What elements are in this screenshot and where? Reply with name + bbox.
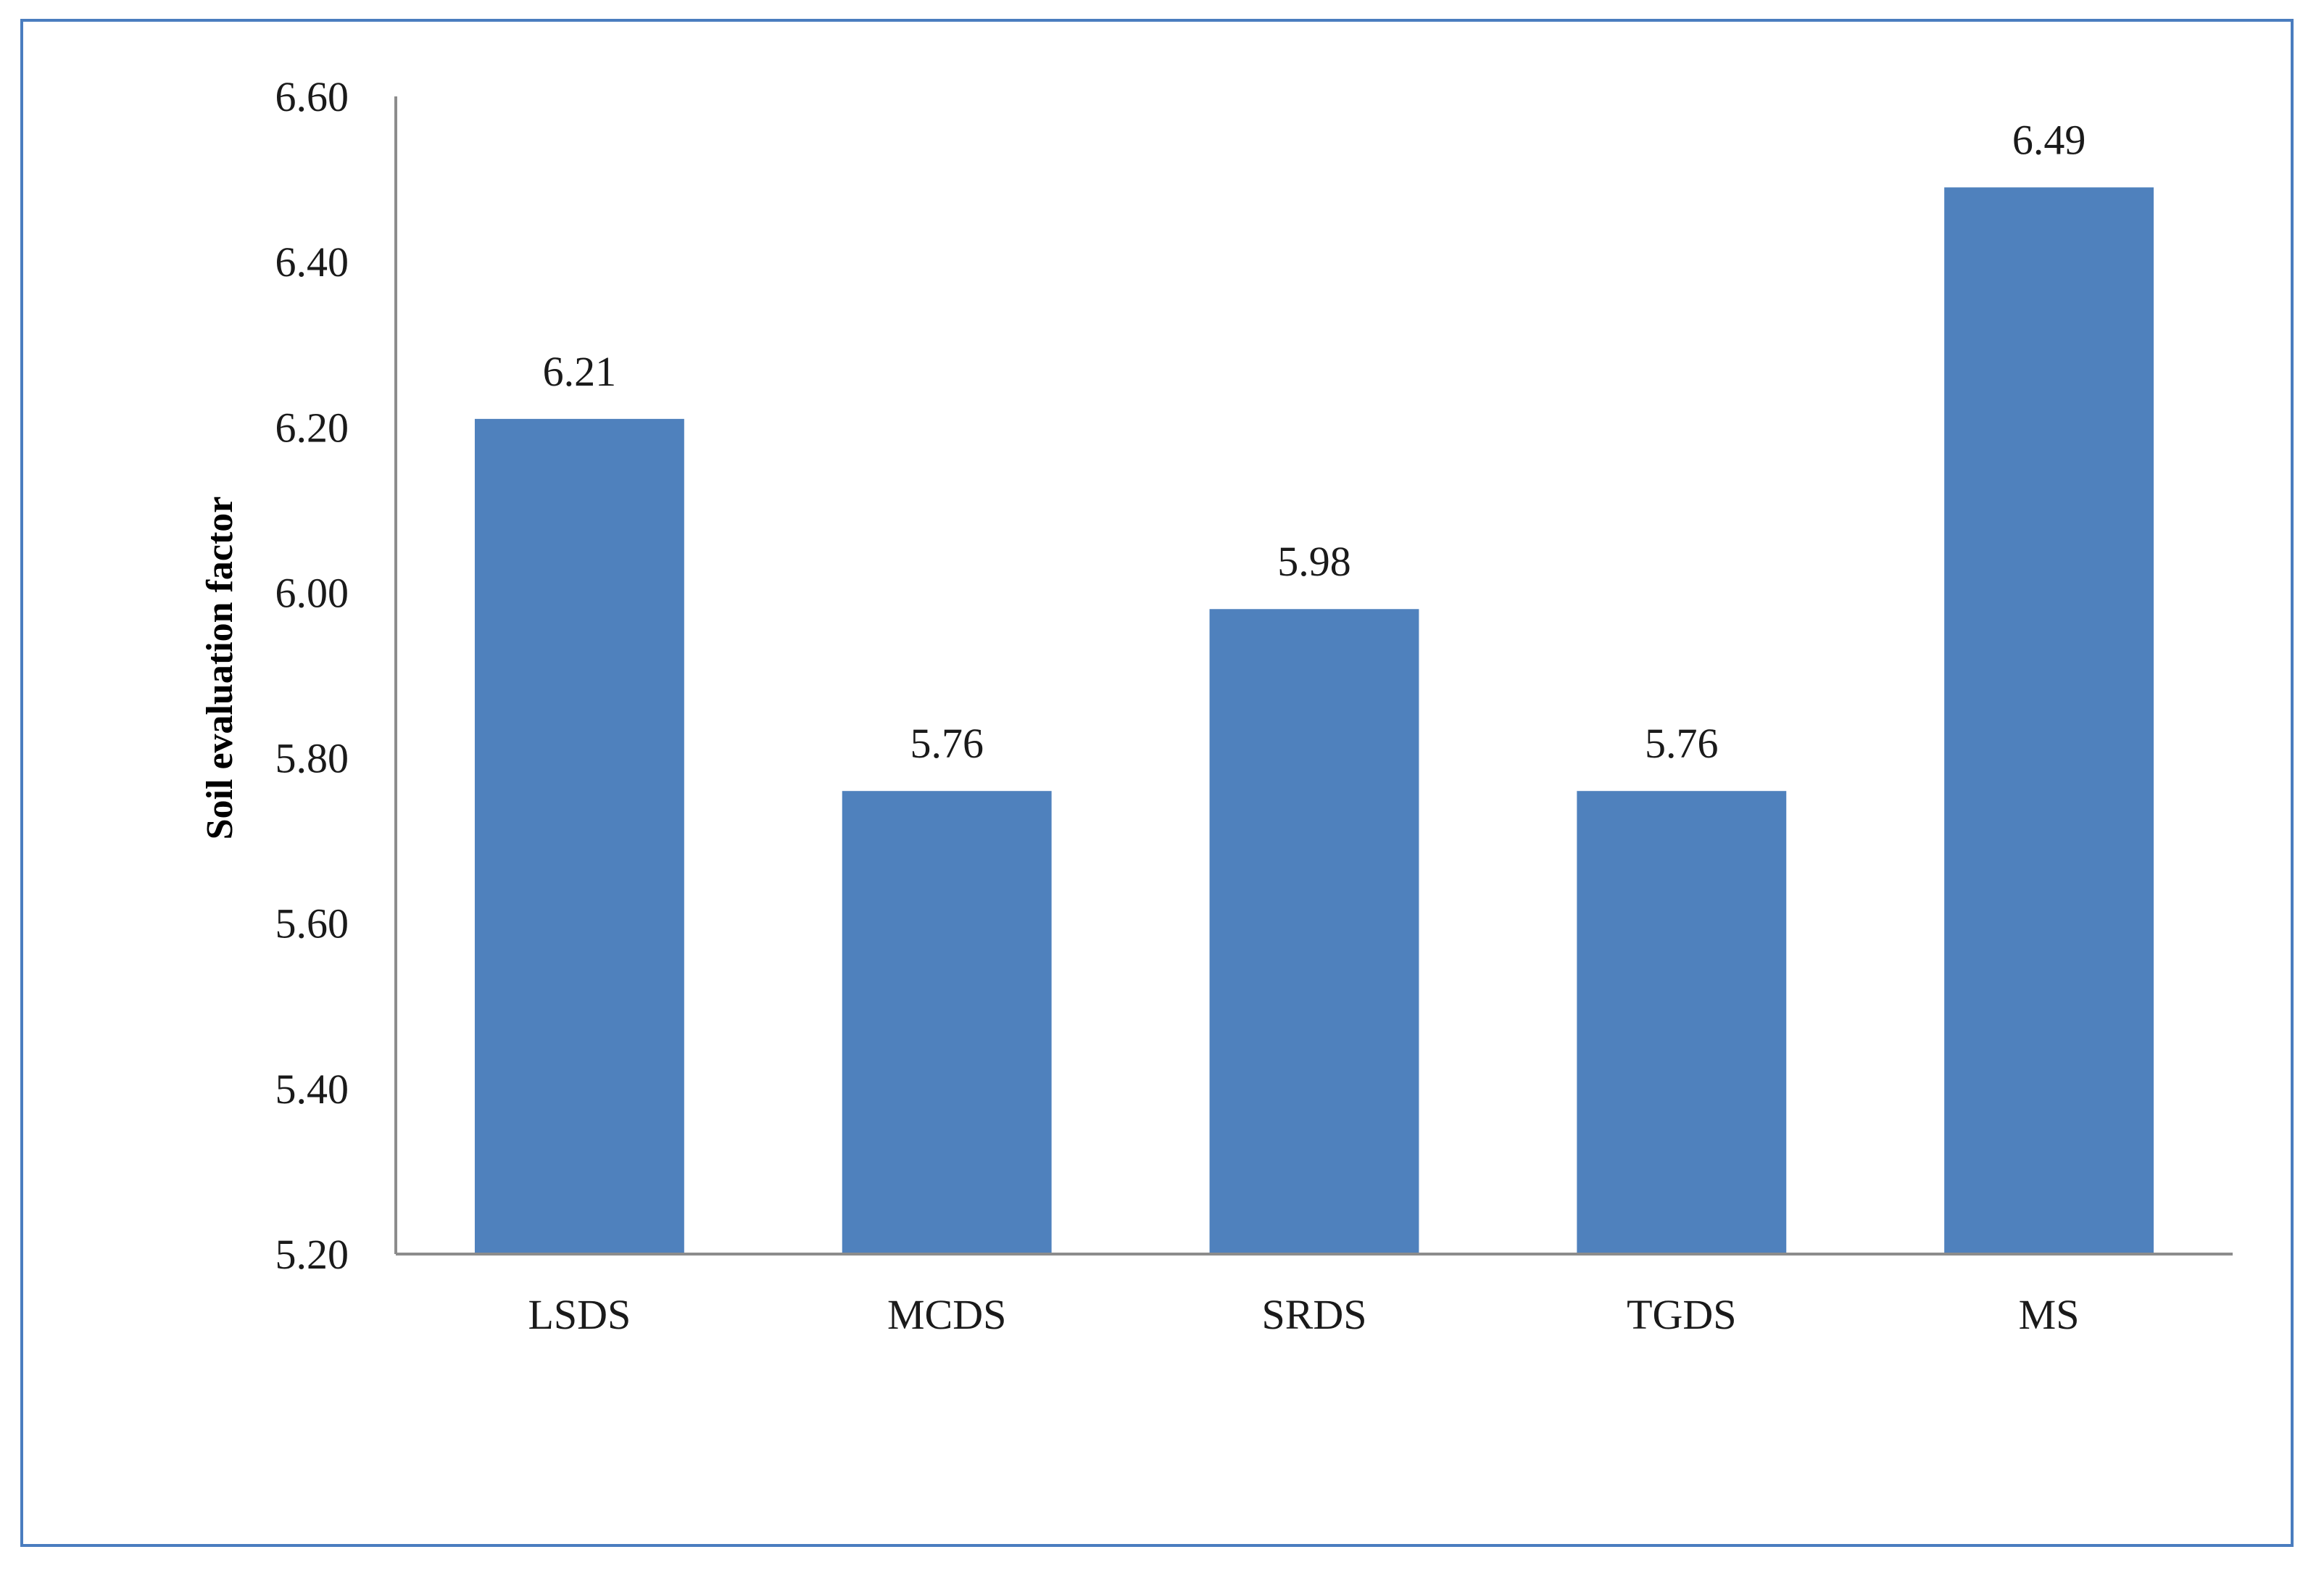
x-tick-label-lsds: LSDS — [528, 1291, 631, 1338]
y-axis-title: Soil evaluation factor — [199, 497, 241, 840]
bar-srds — [1209, 609, 1419, 1254]
y-tick-label: 6.20 — [275, 404, 349, 451]
bars — [474, 187, 2154, 1255]
y-tick-label: 5.20 — [275, 1231, 349, 1278]
bar-ms — [1944, 187, 2154, 1255]
data-label-srds: 5.98 — [1277, 538, 1351, 585]
x-axis-category-labels: LSDS MCDS SRDS TGDS MS — [528, 1291, 2079, 1338]
bar-mcds — [842, 791, 1052, 1254]
y-axis-ticks: 5.20 5.40 5.60 5.80 6.00 6.20 6.40 6.60 — [275, 73, 349, 1278]
y-tick-label: 5.80 — [275, 735, 349, 782]
bar-lsds — [474, 418, 684, 1254]
x-tick-label-tgds: TGDS — [1627, 1291, 1736, 1338]
chart-frame — [20, 19, 2294, 1547]
data-labels: 6.21 5.76 5.98 5.76 6.49 — [543, 116, 2086, 767]
y-tick-label: 6.40 — [275, 238, 349, 286]
y-tick-label: 6.60 — [275, 73, 349, 120]
data-label-tgds: 5.76 — [1645, 720, 1719, 767]
y-tick-label: 5.40 — [275, 1066, 349, 1113]
y-tick-label: 6.00 — [275, 569, 349, 616]
data-label-ms: 6.49 — [2012, 116, 2086, 163]
x-tick-label-ms: MS — [2019, 1291, 2080, 1338]
x-tick-label-mcds: MCDS — [887, 1291, 1006, 1338]
x-tick-label-srds: SRDS — [1261, 1291, 1366, 1338]
bar-tgds — [1577, 791, 1787, 1254]
y-tick-label: 5.60 — [275, 900, 349, 947]
data-label-mcds: 5.76 — [910, 720, 984, 767]
data-label-lsds: 6.21 — [543, 348, 617, 395]
